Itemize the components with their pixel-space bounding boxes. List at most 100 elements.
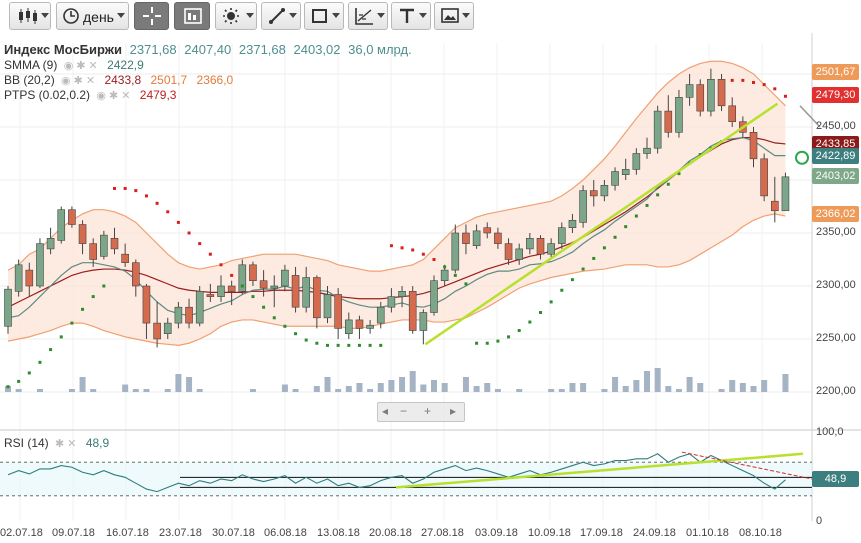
sar-dot [134, 189, 138, 193]
candle-body [270, 285, 279, 289]
bb-middle-value: 2501,7 [150, 73, 188, 87]
candle-body [376, 306, 385, 324]
image-tool-button[interactable] [434, 2, 474, 30]
volume-bar [281, 384, 288, 392]
indicators-button[interactable] [215, 2, 257, 30]
volume-bars [5, 368, 789, 392]
sar-dot [698, 153, 702, 157]
rsi-tick-label: 0 [816, 515, 823, 527]
chart-canvas[interactable] [0, 33, 861, 543]
text-tool-button[interactable] [391, 2, 431, 30]
candle-body [643, 147, 651, 154]
chevron-down-icon [332, 13, 340, 18]
gear-icon[interactable]: ✱ [55, 438, 65, 450]
candle-body [462, 232, 470, 244]
volume-bar [441, 383, 448, 392]
volume-bar [569, 383, 576, 392]
volume-bar [761, 380, 768, 392]
x-tick-label: 27.08.18 [421, 527, 464, 539]
eye-icon[interactable]: ◉ [96, 90, 106, 102]
candle-body [483, 227, 492, 234]
x-tick-label: 23.07.18 [159, 527, 202, 539]
sar-dot [539, 311, 542, 314]
bb-lower-line [7, 213, 786, 346]
sar-dot [389, 244, 393, 248]
zoom-control[interactable]: ◂ − + ▸ [377, 402, 465, 422]
sar-dot [166, 210, 170, 214]
gear-icon[interactable]: ✱ [73, 75, 83, 87]
volume-bar [186, 377, 193, 392]
volume-bar [79, 377, 86, 392]
eye-icon[interactable]: ◉ [61, 75, 71, 87]
candle-body [78, 224, 87, 244]
sar-dot [368, 343, 372, 347]
crosshair-button[interactable] [134, 2, 169, 30]
rsi-line [7, 453, 786, 493]
sar-dot [326, 343, 329, 347]
zoom-in-icon[interactable]: + [424, 404, 432, 418]
volume-bar [516, 389, 523, 392]
candle-body [153, 322, 161, 340]
x-tick-label: 06.08.18 [264, 527, 307, 539]
sar-dot [240, 284, 244, 288]
sar-dot [624, 225, 628, 229]
period-button[interactable]: день [56, 2, 129, 30]
bb-upper-value: 2433,8 [104, 73, 142, 87]
sar-dot [464, 282, 468, 286]
gear-icon[interactable]: ✱ [76, 60, 86, 72]
rsi-badge: 48,9 [812, 471, 859, 487]
sar-dot [6, 385, 10, 389]
sar-dot [443, 265, 447, 269]
draw-shape-button[interactable] [304, 2, 344, 30]
trendlines[interactable] [424, 102, 821, 346]
x-tick-label: 16.07.18 [106, 527, 149, 539]
volume-bar [462, 377, 469, 392]
data-window-button[interactable] [174, 2, 210, 30]
volume-bar [292, 389, 299, 392]
candle-body [238, 264, 247, 292]
sar-dot [581, 267, 585, 271]
volume-bar [164, 389, 171, 392]
candle-body [281, 269, 289, 287]
bb-lower-badge: 2366,02 [812, 206, 859, 222]
close-icon[interactable]: ✕ [85, 75, 96, 87]
scroll-left-icon[interactable]: ◂ [382, 404, 389, 418]
sar-dot [475, 341, 479, 345]
rsi-value: 48,9 [85, 436, 110, 450]
candle-body [760, 158, 768, 197]
smma-badge: 2422,89 [812, 148, 859, 164]
candle-body [749, 132, 758, 160]
zoom-out-icon[interactable]: − [400, 404, 408, 418]
candle-body [217, 285, 225, 297]
candle-body [504, 243, 513, 260]
sar-dot [123, 186, 127, 190]
candle-body [110, 238, 119, 250]
close-icon[interactable]: ✕ [121, 90, 131, 102]
volume-bar [473, 386, 480, 392]
volume-bar [729, 380, 736, 392]
sar-dot [549, 300, 553, 304]
sar-dot [453, 273, 457, 277]
sar-dot [783, 94, 787, 98]
scroll-right-icon[interactable]: ▸ [450, 404, 457, 418]
candle-body [334, 294, 342, 329]
candle-body [536, 238, 545, 255]
close-icon[interactable]: ✕ [67, 438, 77, 450]
candle-body [653, 110, 662, 149]
x-tick-label: 17.09.18 [580, 527, 623, 539]
gear-icon[interactable]: ✱ [109, 90, 119, 102]
close-icon[interactable]: ✕ [88, 60, 98, 72]
candle-body [57, 209, 66, 241]
sar-dot [155, 201, 159, 205]
volume-bar [558, 389, 565, 392]
eye-icon[interactable]: ◉ [63, 60, 74, 72]
fibonacci-button[interactable] [348, 2, 388, 30]
volume-bar [601, 389, 608, 392]
chevron-down-icon [117, 13, 125, 18]
draw-line-button[interactable] [261, 2, 301, 30]
candle-body [291, 275, 300, 308]
chart-type-button[interactable] [9, 2, 51, 30]
bollinger-bands [7, 60, 786, 346]
sar-dot [219, 263, 223, 267]
